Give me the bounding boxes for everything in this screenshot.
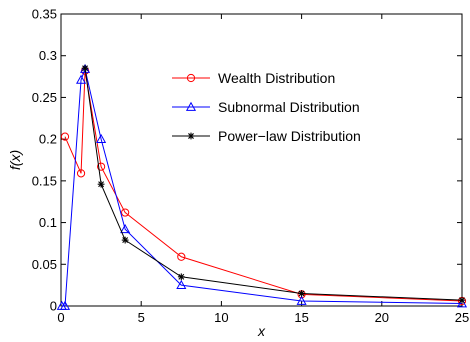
series-line (84, 68, 463, 301)
circle-marker (121, 208, 130, 217)
star-marker (121, 236, 129, 244)
plot-area (60, 13, 463, 307)
triangle-marker (120, 224, 131, 234)
series-line (64, 70, 463, 302)
legend-label: Power−law Distribution (218, 128, 361, 144)
x-axis-label: x (257, 323, 266, 339)
series-3 (81, 64, 466, 304)
series-1 (60, 66, 467, 306)
star-marker (97, 180, 105, 188)
circle-marker (186, 73, 196, 83)
circle-marker (177, 252, 186, 261)
series-group (56, 63, 468, 310)
star-marker (81, 64, 89, 72)
series-2 (56, 63, 468, 310)
y-tick-label: 0.25 (32, 90, 57, 105)
y-axis-label: f(x) (7, 150, 23, 170)
circle-marker (76, 169, 86, 178)
y-tick-label: 0.15 (32, 173, 57, 188)
circle-marker (97, 162, 106, 171)
triangle-marker (456, 298, 468, 308)
x-tick-label: 5 (138, 310, 145, 325)
x-tick-label: 0 (57, 310, 64, 325)
triangle-marker (59, 300, 71, 310)
star-marker (298, 290, 305, 297)
star-marker (187, 132, 195, 140)
y-tick-label: 0.2 (39, 132, 57, 147)
triangle-marker (96, 133, 107, 144)
triangle-marker (176, 279, 187, 290)
y-tick-label: 0.05 (32, 257, 57, 272)
y-tick-label: 0.35 (32, 7, 57, 22)
legend-entry: Subnormal Distribution (172, 99, 360, 115)
triangle-marker (185, 101, 197, 111)
circle-marker (60, 132, 70, 141)
triangle-marker (296, 295, 307, 305)
series-line (61, 67, 463, 307)
y-tick-label: 0.3 (39, 48, 57, 63)
triangle-marker (76, 74, 87, 84)
y-tick-label: 0 (50, 299, 57, 314)
x-tick-label: 20 (375, 310, 389, 325)
x-tick-label: 10 (214, 310, 228, 325)
legend-entry: Wealth Distribution (172, 70, 335, 86)
y-tick-label: 0.1 (39, 215, 57, 230)
legend-label: Wealth Distribution (218, 70, 335, 86)
star-marker (458, 296, 466, 304)
legend-label: Subnormal Distribution (218, 99, 360, 115)
legend-entry: Power−law Distribution (172, 128, 361, 144)
x-tick-label: 15 (294, 310, 308, 325)
tick-labels: 0 5 10 15 20 25 0 0.05 0.1 0.15 0.2 0.25 0.3 0.35 (32, 7, 470, 326)
legend: Wealth Distribution Subnormal Distributio… (172, 70, 361, 144)
x-tick-label: 25 (455, 310, 469, 325)
star-marker (177, 273, 185, 281)
